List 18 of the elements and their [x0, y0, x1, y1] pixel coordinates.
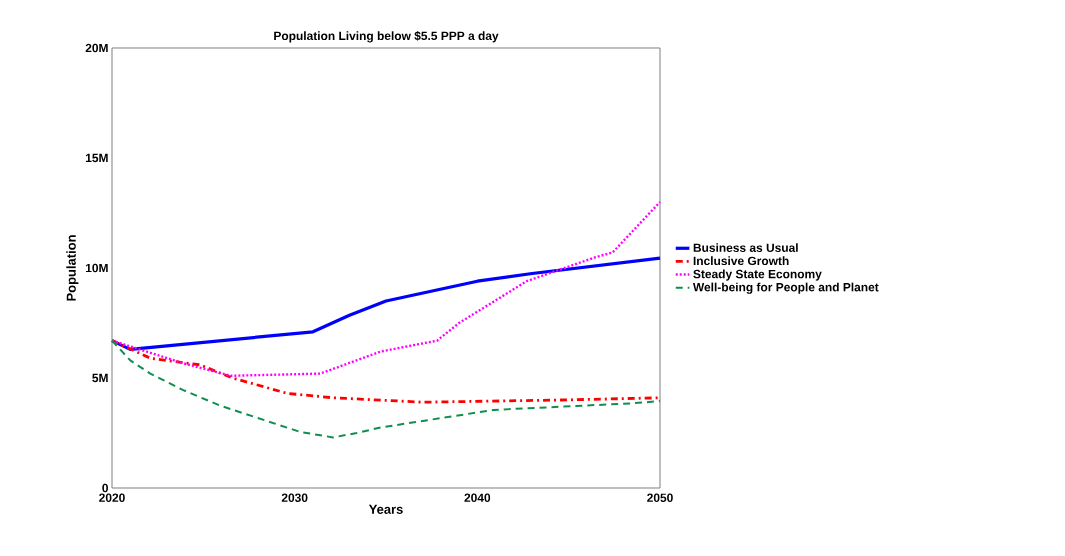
- legend-label: Business as Usual: [693, 243, 798, 252]
- line-series: [111, 339, 662, 439]
- legend-label: Steady State Economy: [693, 269, 822, 281]
- y-tick-label: 15M: [85, 153, 108, 163]
- legend-label: Inclusive Growth: [693, 256, 789, 266]
- y-tick-label: 10M: [85, 263, 108, 273]
- y-tick-label: 20M: [85, 43, 108, 53]
- chart-title: Population Living below $5.5 PPP a day: [274, 31, 499, 43]
- x-tick-label: 2040: [464, 493, 491, 502]
- x-tick-label: 2050: [647, 493, 673, 502]
- y-tick-label: 0: [102, 483, 108, 493]
- x-tick-label: 2030: [281, 493, 308, 502]
- x-axis-title: Years: [368, 504, 403, 514]
- y-axis-title: Population: [66, 235, 79, 301]
- x-tick-label: 2020: [99, 493, 125, 502]
- line-series: [110, 200, 662, 377]
- y-tick-label: 5M: [92, 373, 108, 383]
- legend-label: Well-being for People and Planet: [692, 282, 879, 294]
